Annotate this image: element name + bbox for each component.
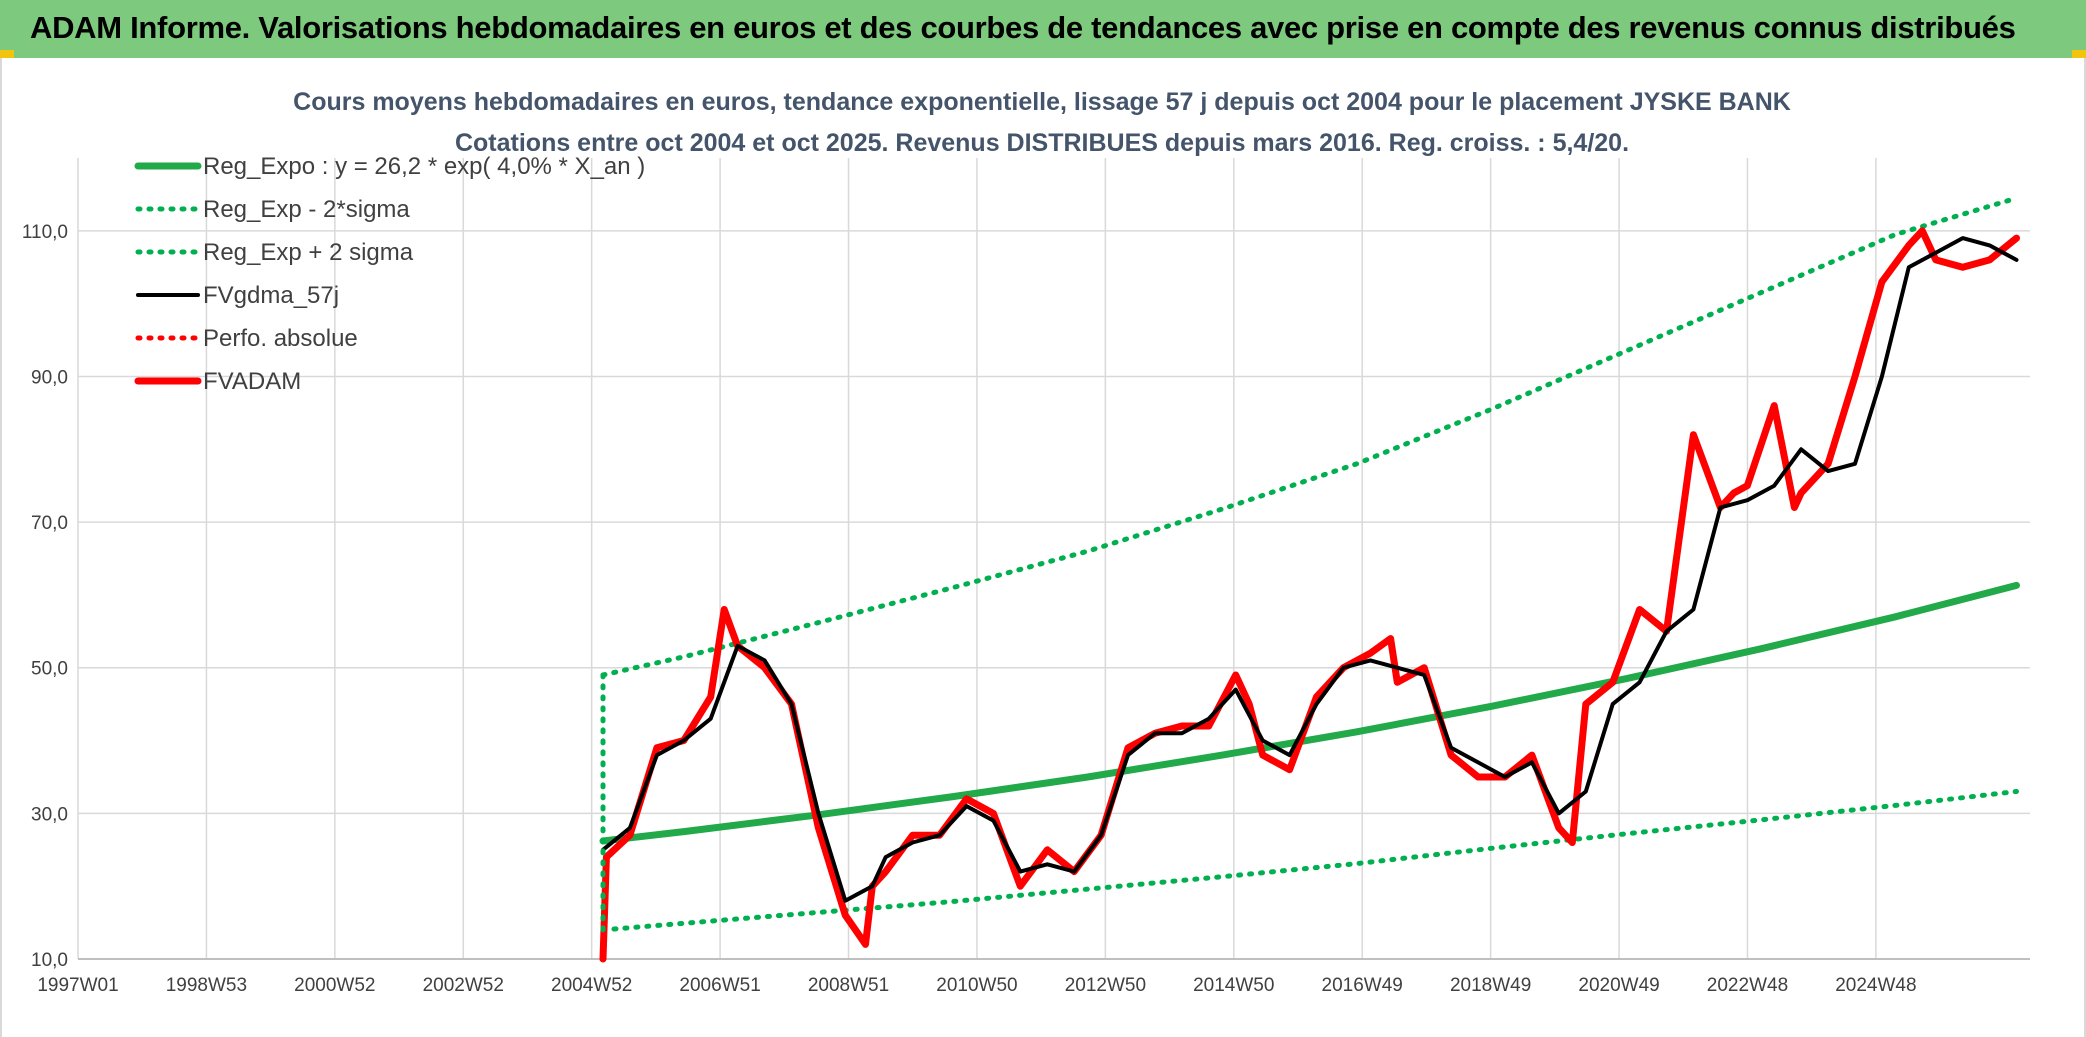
x-tick-label: 2014W50: [1193, 975, 1274, 996]
x-tick-label: 2016W49: [1322, 975, 1403, 996]
y-tick-label: 70,0: [31, 513, 68, 534]
chart-title: Cours moyens hebdomadaires en euros, ten…: [293, 88, 1791, 116]
x-tick-label: 2008W51: [808, 975, 889, 996]
y-tick-label: 50,0: [31, 659, 68, 680]
axes: 10,0 30,0 50,0 70,0 90,0 110,0 1997W01 1998W53 2…: [22, 222, 2030, 996]
x-tick-label: 2006W51: [679, 975, 760, 996]
legend-label: Reg_Exp + 2 sigma: [203, 239, 414, 266]
y-tick-label: 30,0: [31, 804, 68, 825]
legend: Reg_Expo : y = 26,2 * exp( 4,0% * X_an )…: [134, 153, 645, 395]
x-tick-label: 1997W01: [37, 975, 118, 996]
series-layer: [599, 195, 2020, 963]
legend-label: Reg_Expo : y = 26,2 * exp( 4,0% * X_an ): [203, 153, 645, 180]
series-line-0: [599, 581, 2020, 845]
corner-mark-right: [2072, 50, 2086, 58]
legend-label: FVgdma_57j: [203, 282, 339, 309]
x-tick-label: 2010W50: [936, 975, 1017, 996]
legend-label: Reg_Exp - 2*sigma: [203, 196, 410, 223]
x-tick-label: 2012W50: [1065, 975, 1146, 996]
chart-frame: Cours moyens hebdomadaires en euros, ten…: [0, 58, 2086, 1037]
x-tick-label: 2004W52: [551, 975, 632, 996]
legend-label: FVADAM: [203, 368, 301, 395]
chart-canvas: Cours moyens hebdomadaires en euros, ten…: [22, 88, 2030, 996]
series-line-3: [601, 236, 2019, 903]
series-line-5: [599, 227, 2020, 963]
corner-mark-left: [0, 50, 14, 58]
series-line-1: [600, 789, 2019, 933]
series-line-2: [600, 195, 2019, 678]
x-tick-label: 2002W52: [423, 975, 504, 996]
grid-lines: [77, 158, 2030, 960]
x-tick-label: 2018W49: [1450, 975, 1531, 996]
x-tick-label: 2024W48: [1835, 975, 1916, 996]
chart-subtitle: Cotations entre oct 2004 et oct 2025. Re…: [455, 129, 1629, 157]
report-title: ADAM Informe. Valorisations hebdomadaire…: [30, 10, 2016, 45]
report-banner: ADAM Informe. Valorisations hebdomadaire…: [0, 0, 2086, 58]
x-tick-label: 2022W48: [1707, 975, 1788, 996]
y-tick-label: 110,0: [22, 222, 68, 243]
x-tick-label: 2000W52: [294, 975, 375, 996]
x-tick-label: 2020W49: [1578, 975, 1659, 996]
legend-label: Perfo. absolue: [203, 325, 358, 352]
y-tick-label: 10,0: [31, 950, 68, 971]
x-tick-label: 1998W53: [166, 975, 247, 996]
y-tick-label: 90,0: [31, 367, 68, 388]
